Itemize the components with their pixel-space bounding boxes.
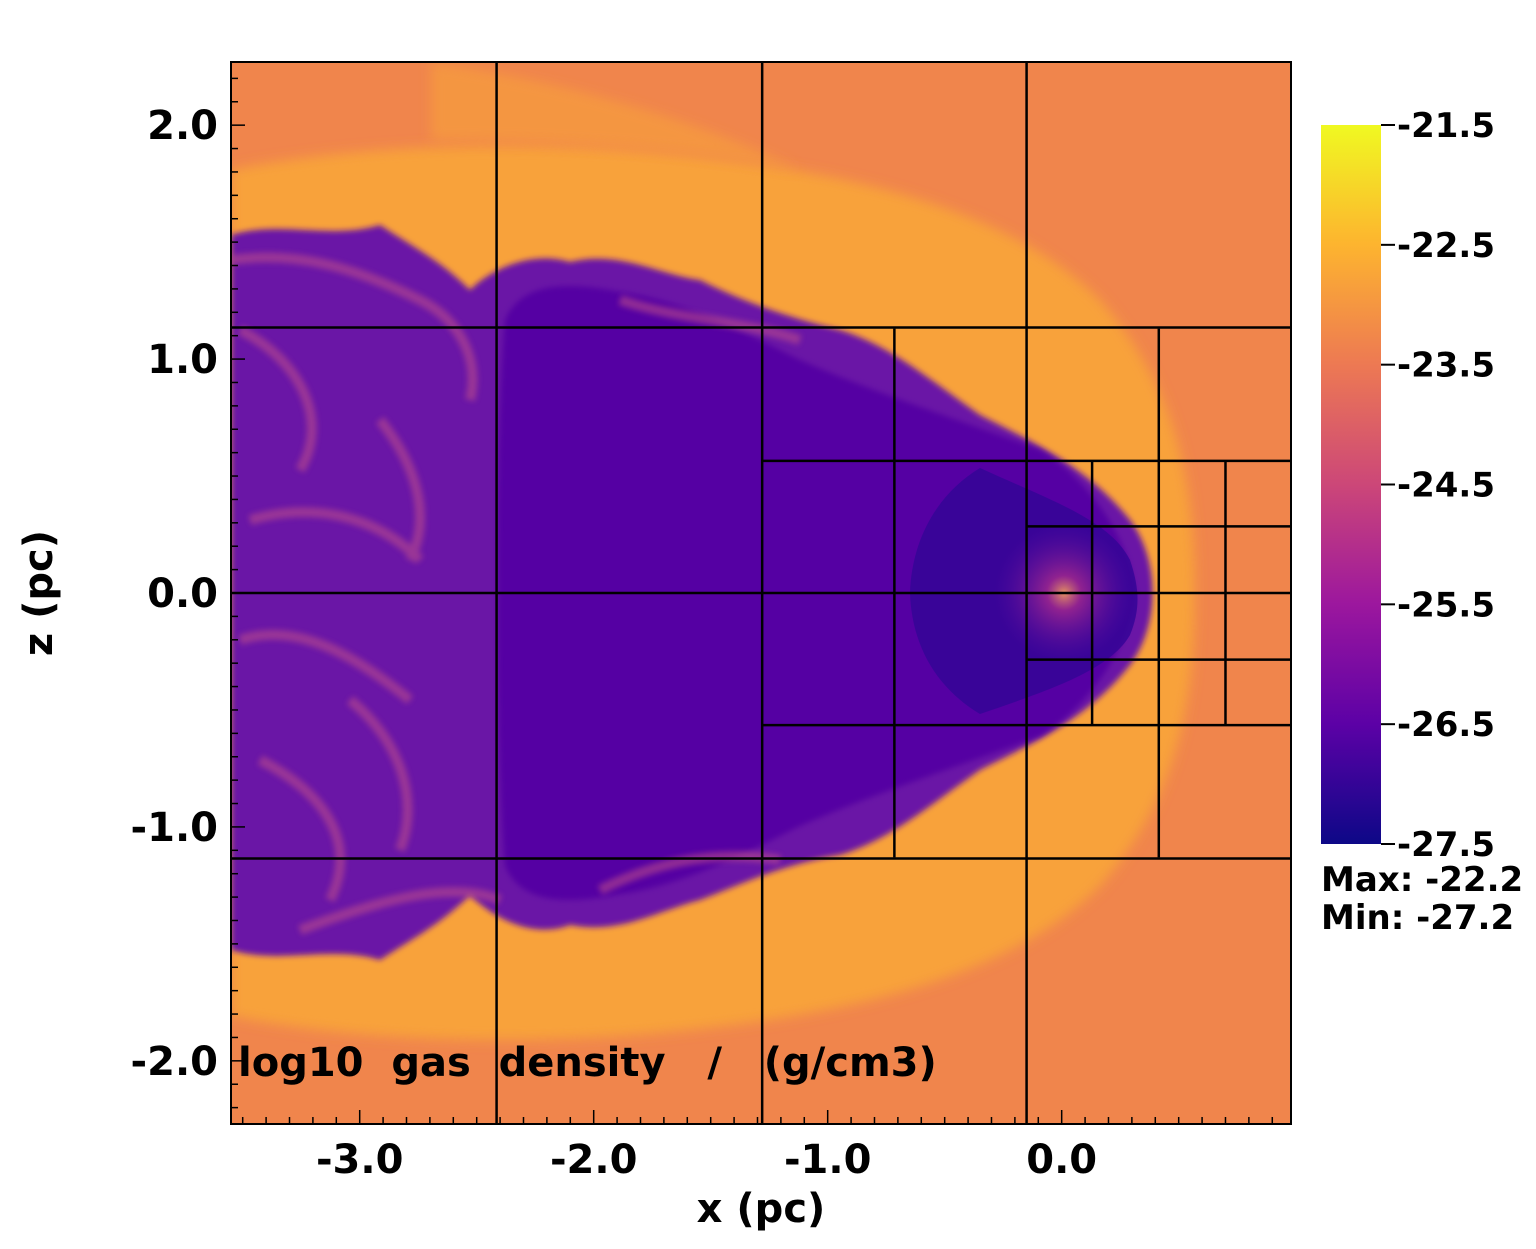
x-axis-label: x (pc) [697,1186,826,1232]
wisp [257,755,346,903]
wisp [248,507,424,564]
y-tick-label: -1.0 [131,805,218,851]
x-tick-label: 0.0 [1026,1137,1097,1183]
data-max-label: Max: -22.2 [1321,860,1523,900]
y-axis-label: z (pc) [16,530,62,656]
colorbar: -21.5 -22.5 -23.5 -24.5 -25.5 -26.5 -27.5 [1321,106,1495,865]
field-title: log10 gas density / (g/cm3) [238,1040,937,1086]
wisp [298,886,502,935]
wisp [376,416,425,563]
colorbar-tick-label: -26.5 [1397,705,1495,745]
wisp [618,295,802,345]
x-tick-label: -2.0 [550,1137,637,1183]
y-tick-label: 1.0 [147,337,218,383]
wisp [238,629,414,704]
y-axis: 2.0 1.0 0.0 -1.0 -2.0 [131,77,245,1109]
data-min-label: Min: -27.2 [1321,898,1514,938]
x-axis: -3.0 -2.0 -1.0 0.0 [241,1110,1274,1183]
wisp [237,325,317,473]
y-tick-label: 0.0 [147,571,218,617]
x-tick-label: -3.0 [316,1137,403,1183]
y-tick-label: -2.0 [131,1039,218,1085]
colorbar-tick-label: -27.5 [1397,825,1495,865]
colorbar-tick-label: -21.5 [1397,106,1495,146]
colorbar-ramp [1321,125,1381,844]
shell-outer-glow [431,62,800,170]
wisp [231,252,478,402]
x-tick-label: -1.0 [784,1137,871,1183]
turbulent-wisps [231,252,802,935]
colorbar-tick-label: -25.5 [1397,585,1495,625]
colorbar-tick-label: -23.5 [1397,346,1495,386]
colorbar-tick-label: -22.5 [1397,226,1495,266]
wisp [346,696,413,852]
amr-grid [231,62,1291,1124]
y-tick-label: 2.0 [147,103,218,149]
colorbar-tick-label: -24.5 [1397,466,1495,506]
